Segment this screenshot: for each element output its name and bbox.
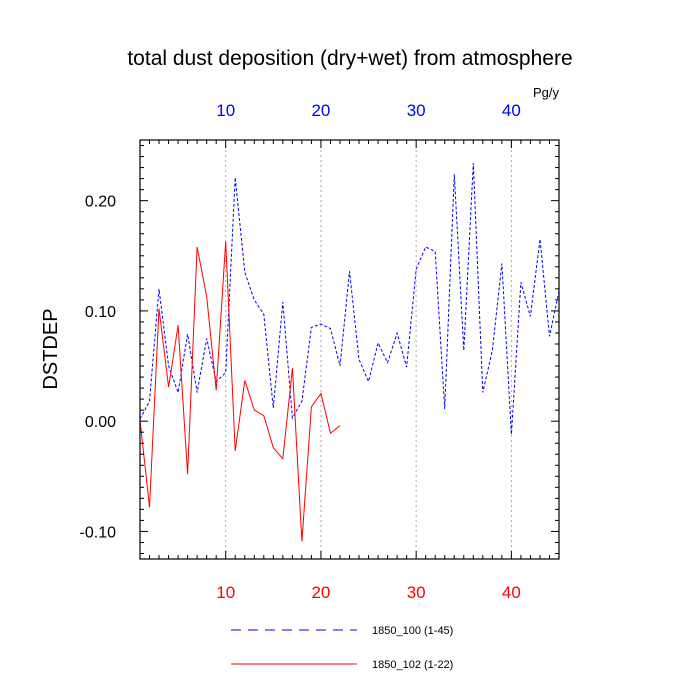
- label-layer: -0.10 0.00 0.10 0.20 10 10 20 20 30 30 40 40: [80, 101, 521, 602]
- y-axis-label: DSTDEP: [40, 308, 62, 389]
- series-line-1: [139, 241, 341, 542]
- legend: 1850_100 (1-45) 1850_102 (1-22): [231, 625, 453, 671]
- x-tick-label-top: 30: [407, 101, 426, 120]
- x-tick-label-bottom: 40: [502, 583, 521, 602]
- tick-layer: [139, 140, 560, 559]
- x-tick-label-top: 10: [216, 101, 235, 120]
- series-line-0: [139, 163, 560, 435]
- legend-label-0: 1850_100 (1-45): [372, 625, 453, 637]
- grid-layer: [225, 140, 512, 559]
- y-tick-label: 0.20: [85, 194, 116, 211]
- series-layer: [139, 163, 560, 542]
- units-label: Pg/y: [533, 85, 560, 100]
- chart-title: total dust deposition (dry+wet) from atm…: [127, 47, 572, 70]
- legend-label-1: 1850_102 (1-22): [372, 659, 453, 671]
- y-tick-label: 0.10: [85, 304, 116, 321]
- x-tick-label-bottom: 20: [311, 583, 330, 602]
- x-tick-label-top: 20: [311, 101, 330, 120]
- plot-frame: [139, 139, 560, 560]
- x-tick-label-bottom: 30: [407, 583, 426, 602]
- x-tick-label-top: 40: [502, 101, 521, 120]
- y-tick-label: 0.00: [85, 414, 116, 431]
- x-tick-label-bottom: 10: [216, 583, 235, 602]
- y-tick-label: -0.10: [80, 524, 117, 541]
